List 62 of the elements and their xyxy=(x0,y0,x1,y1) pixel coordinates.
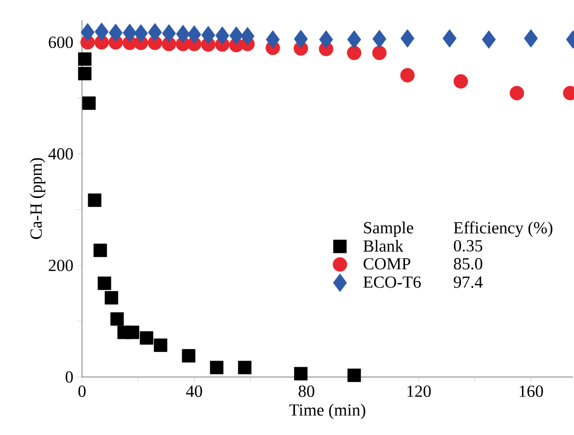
point xyxy=(154,338,168,352)
point xyxy=(238,360,252,374)
point xyxy=(104,291,118,304)
legend-label: Blank xyxy=(363,240,404,252)
point xyxy=(442,29,456,48)
point xyxy=(347,368,361,382)
point xyxy=(134,24,148,43)
x-tick-label: 80 xyxy=(298,386,314,397)
point xyxy=(229,26,244,45)
point xyxy=(82,96,96,110)
annotation: Efficiency (%) xyxy=(454,221,552,238)
y-tick-label: 0 xyxy=(66,371,73,383)
point xyxy=(294,366,308,380)
point xyxy=(140,331,154,345)
point xyxy=(110,312,124,326)
legend-title: Sample xyxy=(364,222,414,237)
point xyxy=(148,23,162,42)
x-axis-title: Time (min) xyxy=(289,404,366,420)
point xyxy=(126,326,140,340)
point xyxy=(400,29,414,48)
point xyxy=(294,30,308,48)
point xyxy=(162,24,176,43)
point xyxy=(176,24,190,44)
point xyxy=(510,86,524,100)
point xyxy=(122,24,137,42)
x-tick-label: 120 xyxy=(407,386,431,397)
point xyxy=(347,30,362,49)
x-tick-label: 40 xyxy=(186,386,202,397)
point xyxy=(319,30,334,49)
point xyxy=(400,68,415,82)
point xyxy=(346,46,362,60)
point xyxy=(372,30,386,48)
point xyxy=(215,26,230,45)
point xyxy=(187,25,202,44)
point xyxy=(372,46,387,60)
point xyxy=(108,24,123,42)
point xyxy=(210,360,224,374)
legend-label: COMP xyxy=(364,258,410,270)
annotation: 85.0 xyxy=(454,258,482,270)
annotation: 0.35 xyxy=(454,240,482,252)
point xyxy=(94,244,107,258)
point xyxy=(266,30,280,49)
point xyxy=(80,23,95,42)
annotation: 97.4 xyxy=(454,276,483,288)
legend-label: ECO-T6 xyxy=(363,276,421,288)
y-tick-label: 200 xyxy=(48,260,73,272)
point xyxy=(98,276,112,290)
point xyxy=(524,29,538,48)
point xyxy=(182,349,196,363)
y-tick-label: 600 xyxy=(48,36,73,48)
y-axis-title: Ca-H (ppm) xyxy=(30,158,46,239)
point xyxy=(201,26,216,44)
point xyxy=(240,26,254,46)
y-tick-label: 400 xyxy=(48,148,73,160)
point xyxy=(88,193,102,207)
point xyxy=(454,74,468,89)
point xyxy=(78,52,92,66)
point xyxy=(94,22,109,41)
point xyxy=(482,30,496,49)
x-tick-label: 160 xyxy=(520,386,543,397)
point xyxy=(78,66,92,80)
x-tick-label: 0 xyxy=(78,386,86,397)
